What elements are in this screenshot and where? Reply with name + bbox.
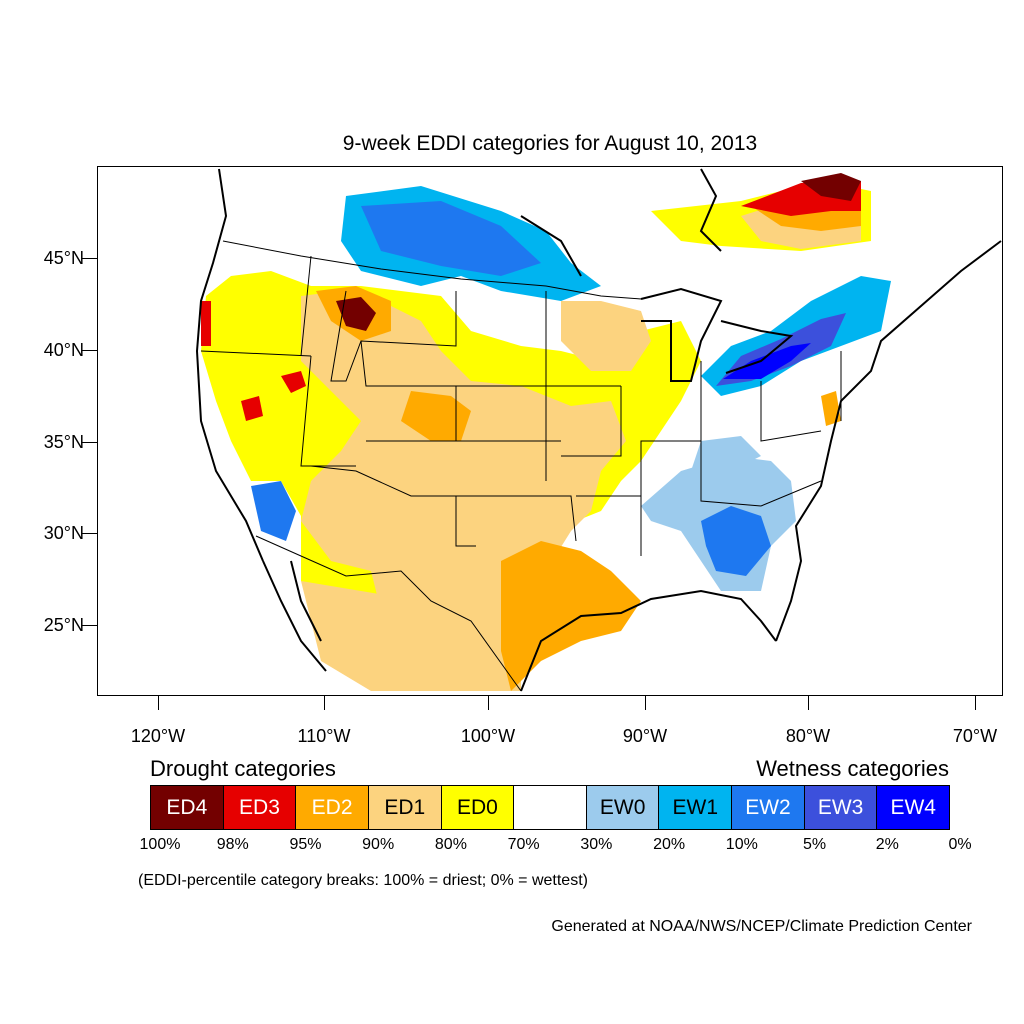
legend-break-label: 2% [875, 836, 899, 853]
great-lakes-shore [640, 287, 794, 382]
atlantic-coast [775, 240, 1002, 642]
dry-area-oregon-coast-ed3 [201, 301, 211, 346]
lon-label-120w: 120°W [130, 726, 186, 746]
lat-tick [82, 625, 97, 626]
legend-box-ed4: ED4 [151, 786, 224, 829]
map-title: 9-week EDDI categories for August 10, 20… [342, 132, 758, 155]
legend-break-label: 20% [653, 836, 686, 853]
lat-label-25n: 25°N [43, 615, 84, 635]
dry-area-nevada-ed3b [241, 396, 263, 421]
lat-tick [82, 258, 97, 259]
lon-tick [158, 696, 159, 710]
dry-area-mexico-ed1 [301, 581, 521, 691]
legend-box-ew4: EW4 [877, 786, 950, 829]
state-lines [200, 255, 842, 556]
legend-break-label: 10% [725, 836, 758, 853]
dry-area-idaho-ed4 [336, 297, 376, 331]
lon-label-100w: 100°W [460, 726, 516, 746]
legend-break-label: 95% [289, 836, 322, 853]
legend-break-label: 5% [802, 836, 827, 853]
lat-tick [82, 350, 97, 351]
credit-text: Generated at NOAA/NWS/NCEP/Climate Predi… [551, 918, 972, 935]
pacific-coast [195, 168, 264, 562]
boundaries [200, 240, 842, 692]
lon-tick [488, 696, 489, 710]
legend-break-label: 70% [507, 836, 540, 853]
canada-border [222, 240, 642, 300]
legend-break-label: 80% [434, 836, 467, 853]
legend-note: (EDDI-percentile category breaks: 100% =… [138, 872, 588, 889]
legend-drought-heading: Drought categories [150, 756, 336, 781]
wet-area-socal [251, 481, 296, 541]
lat-label-30n: 30°N [43, 523, 84, 543]
wet-area-georgia [701, 506, 771, 576]
legend-break-label: 0% [948, 836, 972, 853]
legend-box-ew0: EW0 [586, 786, 660, 829]
legend-box-ed2: ED2 [296, 786, 369, 829]
dry-area-ozarks-ed1 [561, 301, 651, 371]
dry-areas [201, 173, 871, 691]
lon-tick [645, 696, 646, 710]
legend-box-ew2: EW2 [732, 786, 805, 829]
legend-box-ed3: ED3 [223, 786, 297, 829]
eddi-map [195, 168, 1002, 692]
legend-break-label: 30% [580, 836, 613, 853]
lon-tick [808, 696, 809, 710]
wet-area-north-plains-core [361, 201, 541, 276]
baja-coast [262, 560, 327, 672]
lon-label-80w: 80°W [785, 726, 831, 746]
lon-label-70w: 70°W [952, 726, 998, 746]
legend-box-neutral [514, 786, 587, 829]
legend-box-ew1: EW1 [659, 786, 733, 829]
dry-area-kansas-ed2 [401, 391, 471, 441]
mexico-border [255, 535, 522, 692]
legend-break-label: 90% [362, 836, 395, 853]
legend-box-ed1: ED1 [368, 786, 442, 829]
legend-break-label: 98% [216, 836, 249, 853]
legend-wetness-heading: Wetness categories [756, 756, 949, 781]
lon-tick [324, 696, 325, 710]
lat-tick [82, 533, 97, 534]
dry-area-quebec-ed4 [801, 173, 861, 201]
legend-box-ed0: ED0 [441, 786, 515, 829]
dry-area-nevada-ed3 [281, 371, 306, 393]
legend-break-label: 100% [139, 836, 181, 853]
lat-label-40n: 40°N [43, 340, 84, 360]
lon-label-90w: 90°W [622, 726, 668, 746]
legend-color-bar: ED4 ED3 ED2 ED1 ED0 EW0 EW1 EW2 EW3 EW4 [150, 785, 950, 830]
lat-label-35n: 35°N [43, 432, 84, 452]
legend-box-ew3: EW3 [804, 786, 878, 829]
lon-tick [975, 696, 976, 710]
wet-area-ontario-core [723, 343, 811, 379]
hudson-bay-shore [520, 168, 722, 277]
lon-label-110w: 110°W [297, 726, 351, 746]
wet-area-ohio [691, 436, 761, 471]
lat-tick [82, 442, 97, 443]
coastlines [195, 168, 1002, 692]
gulf-coast [520, 589, 777, 692]
map-panel [97, 166, 1003, 696]
lat-label-45n: 45°N [43, 248, 84, 268]
